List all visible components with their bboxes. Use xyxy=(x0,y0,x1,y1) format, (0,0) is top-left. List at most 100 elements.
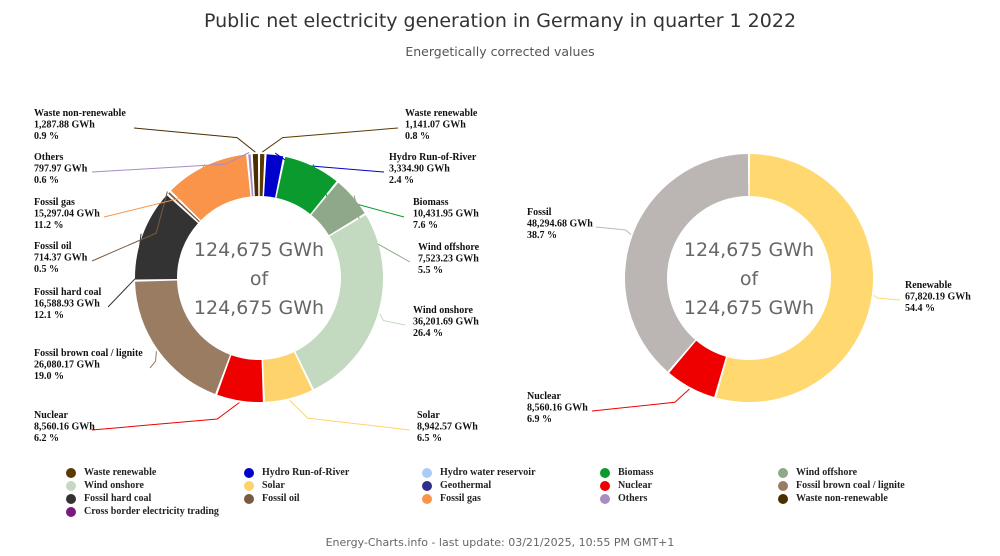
label-fossil: Fossil 48,294.68 GWh 38.7 % xyxy=(527,207,593,241)
center-text-line-2: of xyxy=(250,268,270,290)
connector-fossil-hard-coal xyxy=(107,233,142,308)
legend-swatch xyxy=(244,480,254,491)
connector-renewable xyxy=(873,294,901,301)
legend-swatch xyxy=(778,493,788,504)
connector-biomass xyxy=(312,164,405,218)
legend-item-solar[interactable]: Solar xyxy=(244,479,422,492)
slice-fossil-brown-coal-lignite[interactable] xyxy=(135,280,230,394)
center-text-line-1: 124,675 GWh xyxy=(684,239,814,261)
connector-fossil-brown-coal-lignite xyxy=(149,351,157,369)
label-wind-offshore: Wind offshore 7,523.23 GWh 5.5 % xyxy=(418,242,480,276)
center-text-line-3: 124,675 GWh xyxy=(194,297,324,319)
legend-swatch xyxy=(600,493,610,504)
legend-label: Fossil brown coal / lignite xyxy=(796,480,905,491)
legend-swatch xyxy=(600,480,610,491)
label-fossil-brown-coal-lignite: Fossil brown coal / lignite 26,080.17 GWh… xyxy=(34,348,143,382)
legend-label: Fossil gas xyxy=(440,493,481,504)
legend-item-hydro-run-of-river[interactable]: Hydro Run-of-River xyxy=(244,466,422,479)
legend-swatch xyxy=(66,506,76,517)
label-nuclear: Nuclear 8,560.16 GWh 6.9 % xyxy=(527,391,588,425)
label-fossil-gas: Fossil gas 15,297.04 GWh 11.2 % xyxy=(34,197,100,231)
legend-swatch xyxy=(66,493,76,504)
legend-label: Geothermal xyxy=(440,480,492,491)
footer-credit: Energy-Charts.info - last update: 03/21/… xyxy=(325,536,675,549)
donut-chart-2: Renewable 67,820.19 GWh 54.4 % Nuclear 8,560… xyxy=(527,154,971,425)
legend-label: Nuclear xyxy=(618,480,652,491)
legend-label: Waste non-renewable xyxy=(796,493,888,504)
slice-biomass[interactable] xyxy=(276,156,337,214)
legend-label: Wind onshore xyxy=(84,480,144,491)
legend-label: Solar xyxy=(262,480,285,491)
legend-swatch xyxy=(244,467,254,478)
legend: Waste renewable Hydro Run-of-River Hydro w… xyxy=(66,466,966,518)
legend-swatch xyxy=(422,493,432,504)
connector-fossil xyxy=(595,226,632,235)
legend-item-hydro-water-reservoir[interactable]: Hydro water reservoir xyxy=(422,466,600,479)
legend-item-waste-non-renewable[interactable]: Waste non-renewable xyxy=(778,492,956,505)
slice-fossil[interactable] xyxy=(625,154,749,372)
label-fossil-hard-coal: Fossil hard coal 16,588.93 GWh 12.1 % xyxy=(34,287,101,321)
legend-item-fossil-gas[interactable]: Fossil gas xyxy=(422,492,600,505)
slice-wind-offshore[interactable] xyxy=(311,182,365,236)
connector-waste-non-renewable xyxy=(133,127,256,153)
legend-label: Others xyxy=(618,493,648,504)
connector-wind-onshore xyxy=(379,313,406,326)
legend-label: Biomass xyxy=(618,467,654,478)
legend-item-cross-border-electricity-trading[interactable]: Cross border electricity trading xyxy=(66,505,244,518)
legend-swatch xyxy=(244,493,254,504)
legend-item-waste-renewable[interactable]: Waste renewable xyxy=(66,466,244,479)
connector-nuclear xyxy=(91,402,240,431)
legend-label: Fossil oil xyxy=(262,493,300,504)
connector-waste-renewable xyxy=(262,127,399,153)
chart-title: Public net electricity generation in Ger… xyxy=(203,10,797,32)
legend-swatch xyxy=(422,467,432,478)
legend-label: Cross border electricity trading xyxy=(84,506,219,517)
legend-label: Hydro water reservoir xyxy=(440,467,536,478)
slice-hydro-run-of-river[interactable] xyxy=(264,154,284,198)
slice-waste-renewable[interactable] xyxy=(259,154,265,197)
connector-fossil-gas xyxy=(103,164,206,218)
center-text-line-3: 124,675 GWh xyxy=(684,297,814,319)
slice-waste-non-renewable[interactable] xyxy=(252,154,259,197)
label-solar: Solar 8,942.57 GWh 6.5 % xyxy=(417,410,478,444)
legend-swatch xyxy=(778,467,788,478)
legend-item-geothermal[interactable]: Geothermal xyxy=(422,479,600,492)
label-biomass: Biomass 10,431.95 GWh 7.6 % xyxy=(413,197,479,231)
legend-label: Waste renewable xyxy=(84,467,157,478)
legend-swatch xyxy=(66,467,76,478)
chart-subtitle: Energetically corrected values xyxy=(405,44,595,59)
legend-item-wind-onshore[interactable]: Wind onshore xyxy=(66,479,244,492)
label-waste-renewable: Waste renewable 1,141.07 GWh 0.8 % xyxy=(405,108,478,142)
slice-fossil-gas[interactable] xyxy=(171,154,251,221)
label-others: Others 797.97 GWh 0.6 % xyxy=(34,152,88,186)
center-text-line-2: of xyxy=(740,268,760,290)
legend-swatch xyxy=(66,480,76,491)
slice-others[interactable] xyxy=(248,154,254,197)
legend-item-nuclear[interactable]: Nuclear xyxy=(600,479,778,492)
legend-item-fossil-hard-coal[interactable]: Fossil hard coal xyxy=(66,492,244,505)
slice-nuclear[interactable] xyxy=(217,355,263,402)
legend-swatch xyxy=(422,480,432,491)
legend-label: Hydro Run-of-River xyxy=(262,467,350,478)
label-fossil-oil: Fossil oil 714.37 GWh 0.5 % xyxy=(34,241,88,275)
slice-wind-onshore[interactable] xyxy=(295,215,383,390)
slice-renewable[interactable] xyxy=(716,154,874,403)
slice-fossil-hard-coal[interactable] xyxy=(135,195,198,280)
legend-item-fossil-oil[interactable]: Fossil oil xyxy=(244,492,422,505)
label-renewable: Renewable 67,820.19 GWh 54.4 % xyxy=(905,280,971,314)
connector-solar xyxy=(289,399,411,431)
connector-fossil-oil xyxy=(91,191,168,262)
legend-item-wind-offshore[interactable]: Wind offshore xyxy=(778,466,956,479)
center-text-line-1: 124,675 GWh xyxy=(194,239,324,261)
legend-swatch xyxy=(600,467,610,478)
connector-nuclear xyxy=(591,388,690,412)
slice-nuclear[interactable] xyxy=(669,340,726,397)
label-hydro-run-of-river: Hydro Run-of-River 3,334.90 GWh 2.4 % xyxy=(389,152,477,186)
legend-label: Fossil hard coal xyxy=(84,493,152,504)
legend-item-biomass[interactable]: Biomass xyxy=(600,466,778,479)
legend-item-others[interactable]: Others xyxy=(600,492,778,505)
legend-item-fossil-brown-coal-lignite[interactable]: Fossil brown coal / lignite xyxy=(778,479,956,492)
slice-solar[interactable] xyxy=(263,352,313,402)
donut-chart-1: Waste renewable 1,141.07 GWh 0.8 % Hydro Ru… xyxy=(34,108,480,444)
